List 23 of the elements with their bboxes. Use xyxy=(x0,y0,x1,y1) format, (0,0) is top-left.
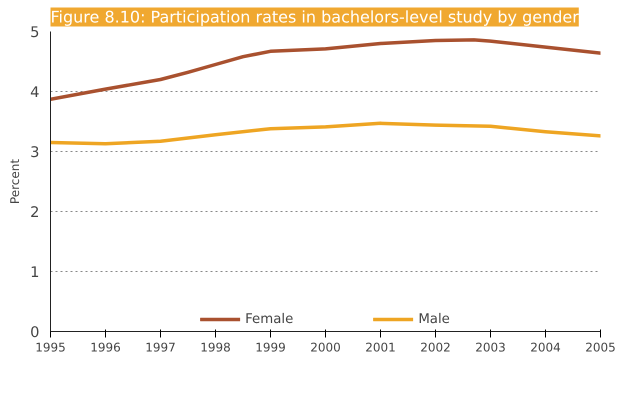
x-tick-label: 2003 xyxy=(475,340,506,354)
x-tick-label: 1997 xyxy=(145,340,176,354)
x-tick-label: 2005 xyxy=(585,340,616,354)
legend-label: Female xyxy=(245,312,294,326)
line-series xyxy=(50,122,600,146)
y-tick-label: 3 xyxy=(30,144,40,161)
x-tick-label: 2002 xyxy=(420,340,451,354)
x-tick-label: 2000 xyxy=(310,340,341,354)
x-tick-label: 2001 xyxy=(365,340,396,354)
x-tick-label: 1998 xyxy=(200,340,231,354)
x-tick-label: 2004 xyxy=(530,340,561,354)
y-tick-label: 1 xyxy=(30,264,40,281)
line-series xyxy=(50,38,600,102)
x-tick-label: 1995 xyxy=(35,340,66,354)
y-tick-label: 0 xyxy=(30,324,40,341)
x-tick-label: 1999 xyxy=(255,340,286,354)
chart-title: Figure 8.10: Participation rates in bachelors-level study by gender xyxy=(50,8,580,26)
y-axis-title: Percent xyxy=(8,158,22,204)
legend-label: Male xyxy=(418,312,450,326)
y-tick-label: 4 xyxy=(30,84,40,101)
y-tick-label: 2 xyxy=(30,204,40,221)
x-tick-label: 1996 xyxy=(90,340,121,354)
y-tick-label: 5 xyxy=(30,24,40,41)
